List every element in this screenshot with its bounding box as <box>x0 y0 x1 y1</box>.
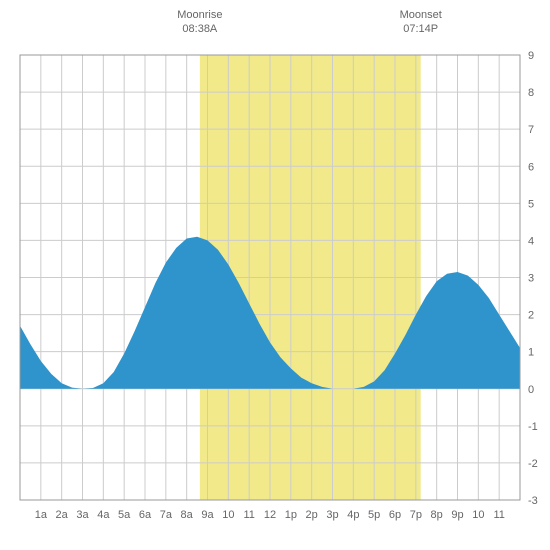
x-tick-label: 3a <box>76 509 89 521</box>
moonrise-label: Moonrise <box>177 9 222 21</box>
x-tick-label: 2p <box>306 509 318 521</box>
y-tick-label: 6 <box>528 161 534 173</box>
x-tick-label: 6a <box>139 509 152 521</box>
x-tick-label: 9a <box>201 509 214 521</box>
y-tick-label: 0 <box>528 384 534 396</box>
x-tick-label: 4p <box>347 509 359 521</box>
y-tick-label: -2 <box>528 458 538 470</box>
x-tick-label: 12 <box>264 509 276 521</box>
x-tick-label: 7a <box>160 509 173 521</box>
y-tick-label: 2 <box>528 310 534 322</box>
x-tick-label: 8a <box>181 509 194 521</box>
moonset-label: Moonset <box>400 9 442 21</box>
y-tick-label: 1 <box>528 347 534 359</box>
y-tick-label: 8 <box>528 87 534 99</box>
x-tick-label: 10 <box>222 509 234 521</box>
x-tick-label: 5p <box>368 509 380 521</box>
y-tick-label: 9 <box>528 50 534 62</box>
x-tick-label: 9p <box>451 509 463 521</box>
y-tick-label: -3 <box>528 495 538 507</box>
y-tick-label: 7 <box>528 124 534 136</box>
x-tick-label: 3p <box>326 509 338 521</box>
tide-chart: 1a2a3a4a5a6a7a8a9a1011121p2p3p4p5p6p7p8p… <box>0 0 550 550</box>
x-tick-label: 10 <box>472 509 484 521</box>
y-tick-label: -1 <box>528 421 538 433</box>
chart-svg: 1a2a3a4a5a6a7a8a9a1011121p2p3p4p5p6p7p8p… <box>0 0 550 550</box>
x-tick-label: 6p <box>389 509 401 521</box>
moonset-time: 07:14P <box>403 23 438 35</box>
y-tick-label: 5 <box>528 198 534 210</box>
x-tick-label: 11 <box>493 509 504 521</box>
x-tick-label: 1a <box>35 509 48 521</box>
y-tick-label: 4 <box>528 235 534 247</box>
x-tick-label: 7p <box>410 509 422 521</box>
y-tick-label: 3 <box>528 273 534 285</box>
x-tick-label: 5a <box>118 509 131 521</box>
x-tick-label: 1p <box>285 509 297 521</box>
x-tick-label: 11 <box>243 509 254 521</box>
x-tick-label: 8p <box>431 509 443 521</box>
x-tick-label: 2a <box>56 509 69 521</box>
moonrise-time: 08:38A <box>182 23 218 35</box>
x-tick-label: 4a <box>97 509 110 521</box>
